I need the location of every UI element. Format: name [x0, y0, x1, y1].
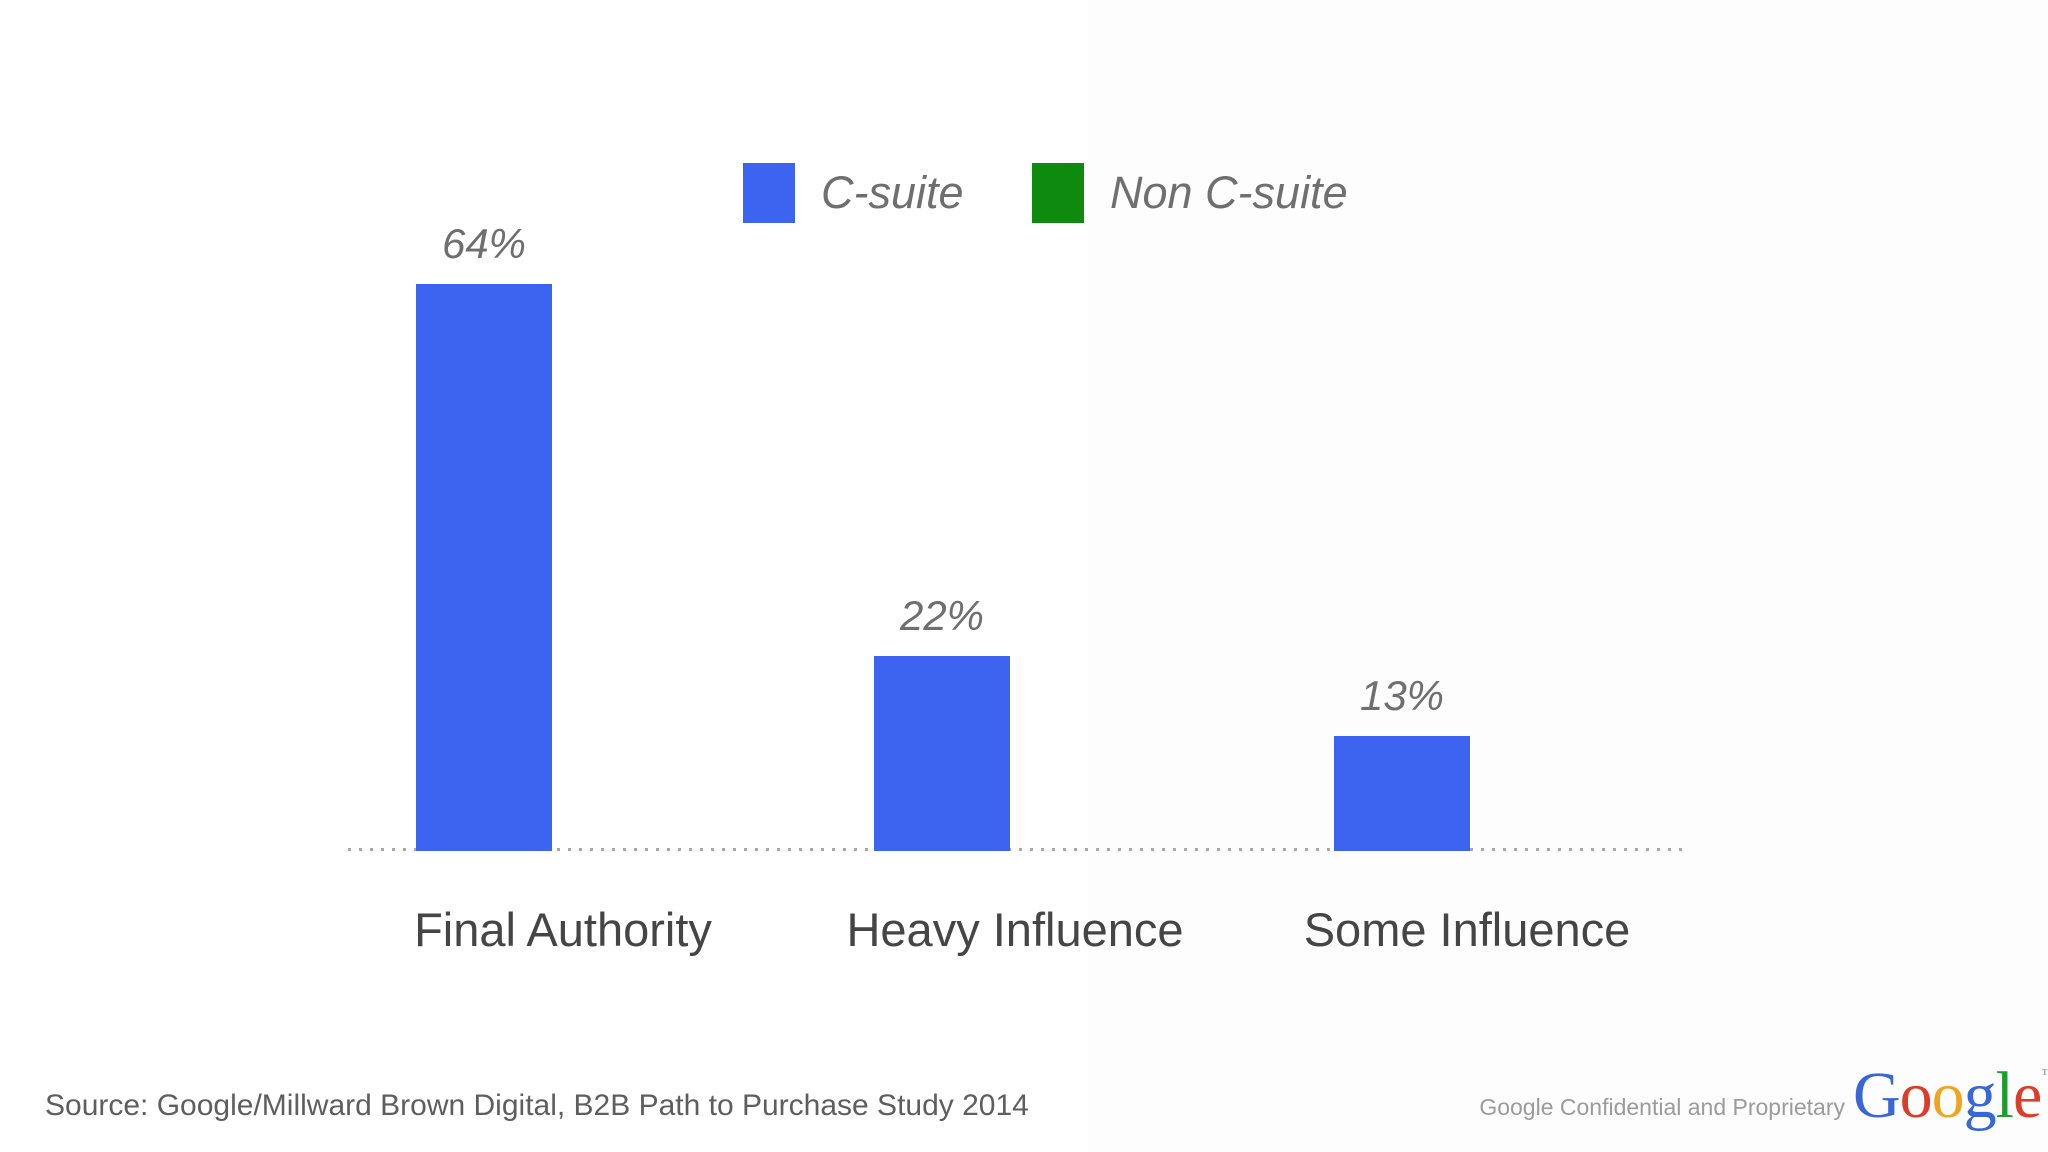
- trademark-symbol: ™: [2041, 1067, 2048, 1083]
- bar-value-label: 13%: [1359, 672, 1445, 719]
- legend-swatch: [1032, 163, 1084, 223]
- source-citation: Source: Google/Millward Brown Digital, B…: [45, 1089, 1029, 1122]
- google-logo: Google™: [1853, 1058, 2048, 1134]
- logo-letter: o: [1899, 1059, 1933, 1132]
- bar-value-label: 22%: [899, 592, 985, 639]
- category-label: Heavy Influence: [846, 903, 1184, 956]
- logo-letter: g: [1963, 1059, 1997, 1132]
- legend-label: C-suite: [821, 167, 964, 218]
- legend-swatch: [743, 163, 795, 223]
- legend-item-non-c-suite: Non C-suite: [1032, 163, 1348, 223]
- legend-label: Non C-suite: [1110, 167, 1348, 218]
- bar-rect: [874, 656, 1010, 851]
- chart-baseline-dotted: [348, 848, 1690, 851]
- confidential-notice: Google Confidential and Proprietary: [1479, 1094, 1845, 1120]
- logo-letter: e: [2013, 1059, 2042, 1132]
- bar-rect: [416, 284, 552, 851]
- logo-letter: o: [1931, 1059, 1965, 1132]
- logo-letter: G: [1853, 1059, 1901, 1132]
- bar-rect: [1334, 736, 1470, 851]
- category-label: Final Authority: [414, 903, 712, 956]
- subtle-background-panel: [1088, 0, 2048, 1152]
- bar-group-final-authority: 64%: [416, 220, 552, 851]
- bar-group-heavy-influence: 22%: [874, 592, 1010, 851]
- logo-letter: l: [1995, 1059, 2014, 1132]
- bar-value-label: 64%: [441, 220, 527, 267]
- legend-item-c-suite: C-suite: [743, 163, 964, 223]
- bar-group-some-influence: 13%: [1334, 672, 1470, 851]
- category-label: Some Influence: [1303, 903, 1631, 956]
